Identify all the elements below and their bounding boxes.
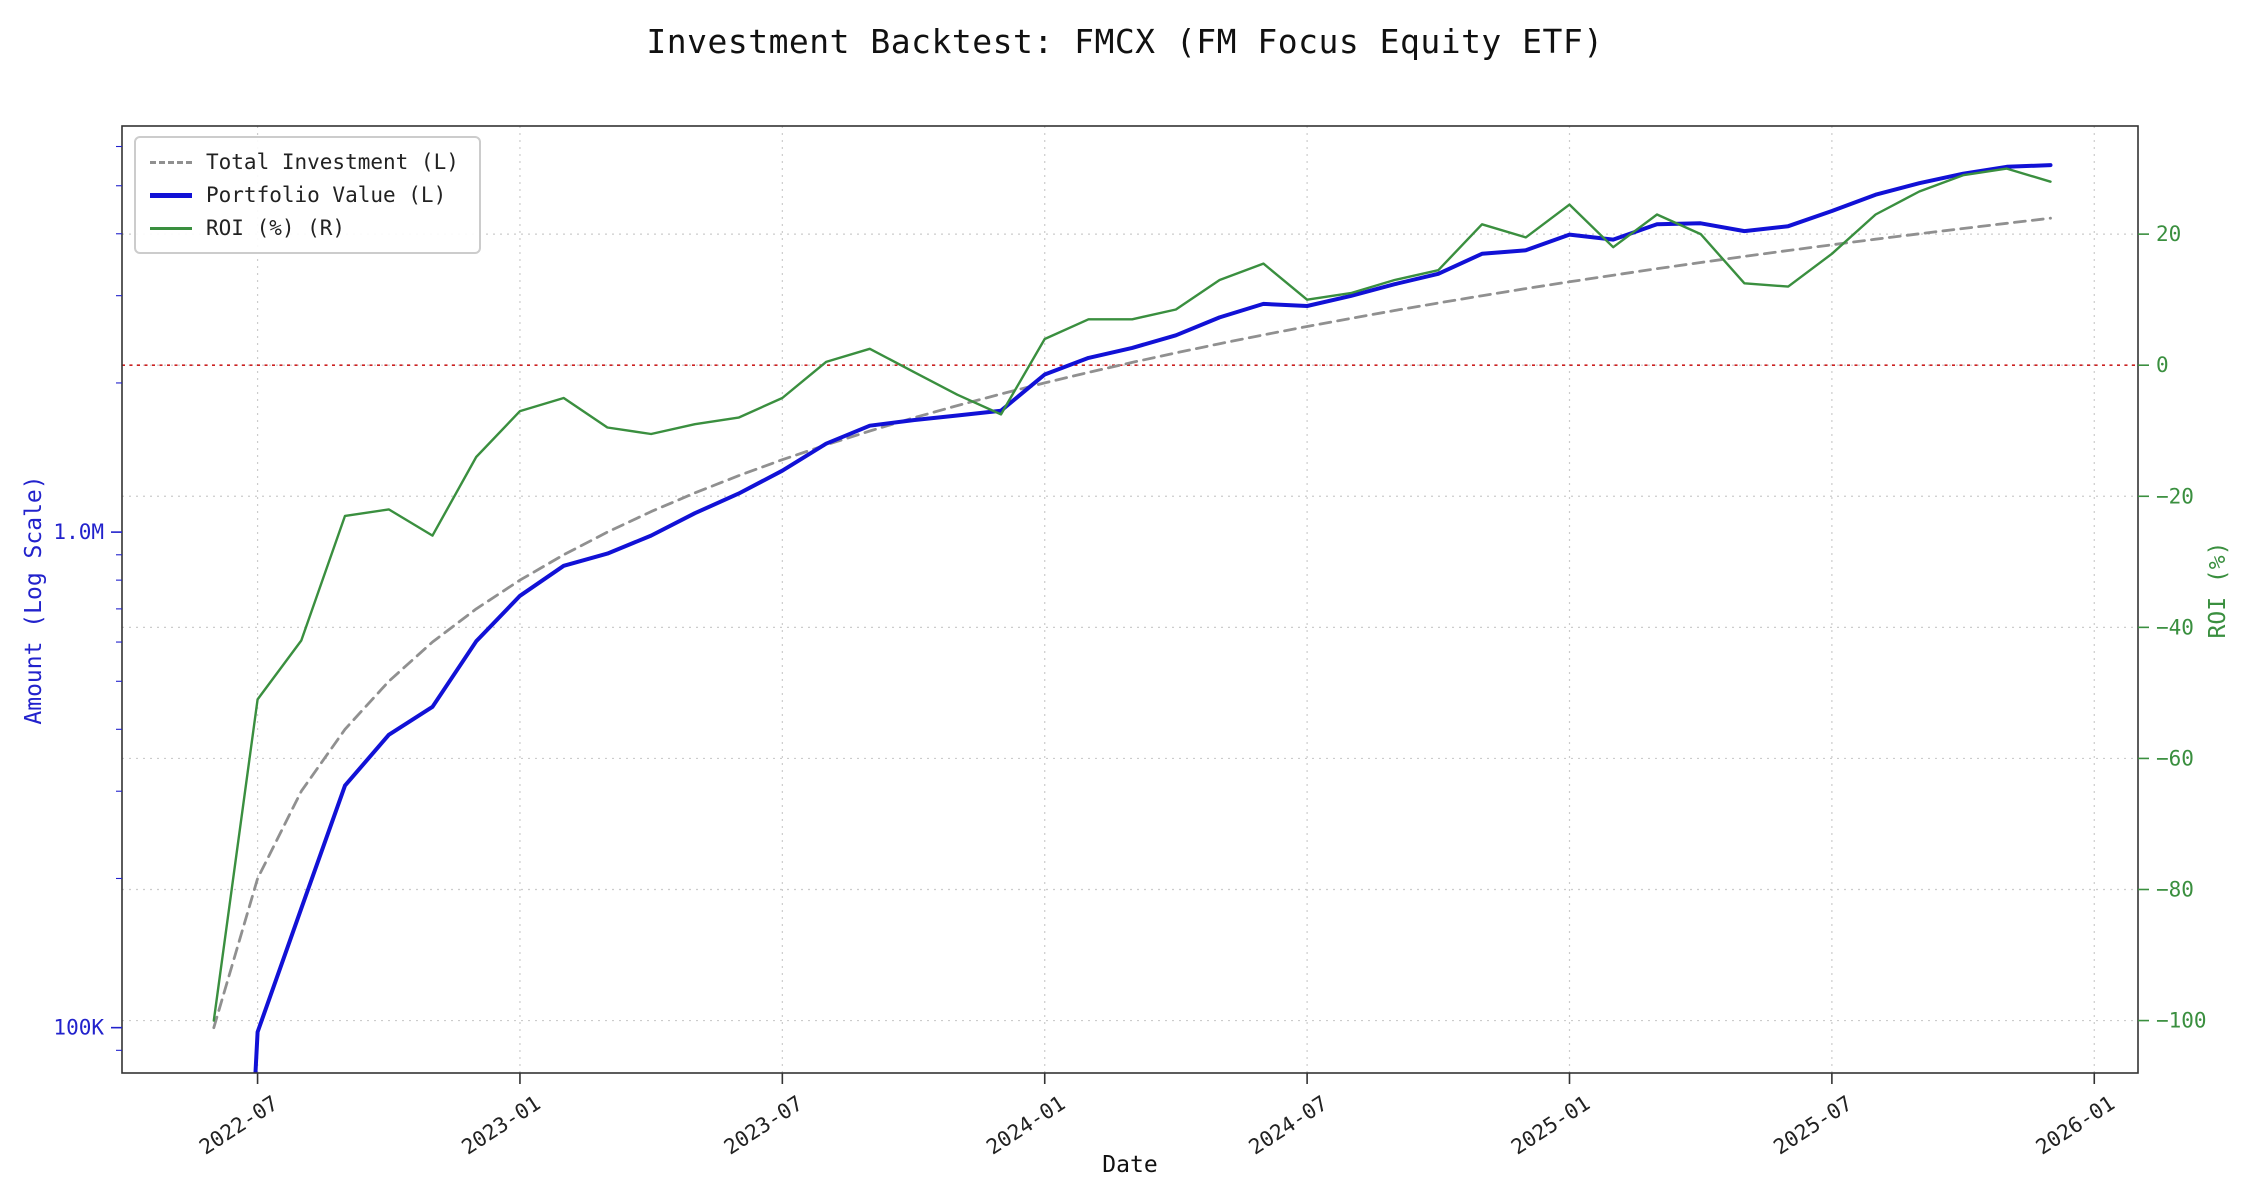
- total-investment-line-sample: [150, 160, 192, 164]
- y-right-tick-label: −20: [2156, 484, 2194, 508]
- legend-item-portfolio-value: Portfolio Value (L): [150, 183, 459, 207]
- legend: Total Investment (L) Portfolio Value (L)…: [134, 136, 481, 254]
- y-right-tick-label: 20: [2156, 222, 2181, 246]
- x-tick-label: 2026-01: [2032, 1091, 2119, 1159]
- x-tick-label: 2024-07: [1245, 1091, 1332, 1159]
- y-right-tick-label: −60: [2156, 746, 2194, 770]
- x-tick-label: 2022-07: [195, 1091, 282, 1159]
- y-right-axis-label: ROI (%): [2205, 541, 2231, 639]
- x-axis-label: Date: [1102, 1152, 1158, 1178]
- y-right-tick-label: −100: [2156, 1009, 2207, 1033]
- total-investment-line: [212, 216, 2052, 1030]
- legend-label: Total Investment (L): [206, 150, 459, 174]
- portfolio-value-line-sample: [150, 192, 192, 198]
- x-tick-label: 2025-07: [1769, 1091, 1856, 1159]
- y-right-tick-label: −40: [2156, 615, 2194, 639]
- roi-line: [212, 167, 2052, 1022]
- x-tick-label: 2023-07: [720, 1091, 807, 1159]
- roi-line-sample: [150, 226, 192, 230]
- y-left-axis-label: Amount (Log Scale): [21, 475, 47, 725]
- portfolio-value-line: [253, 163, 2053, 1073]
- x-tick-label: 2023-01: [457, 1091, 544, 1159]
- x-tick-label: 2025-01: [1507, 1091, 1594, 1159]
- y-right-tick-label: −80: [2156, 877, 2194, 901]
- y-right-tick-label: 0: [2156, 353, 2169, 377]
- chart-title: Investment Backtest: FMCX (FM Focus Equi…: [646, 22, 1604, 61]
- legend-label: ROI (%) (R): [206, 216, 346, 240]
- plot-border: [121, 125, 2139, 1074]
- legend-item-roi: ROI (%) (R): [150, 216, 459, 240]
- y-left-tick-label: 100K: [53, 1016, 104, 1040]
- legend-label: Portfolio Value (L): [206, 183, 447, 207]
- legend-item-total-investment: Total Investment (L): [150, 150, 459, 174]
- x-tick-label: 2024-01: [982, 1091, 1069, 1159]
- y-left-tick-label: 1.0M: [53, 520, 104, 544]
